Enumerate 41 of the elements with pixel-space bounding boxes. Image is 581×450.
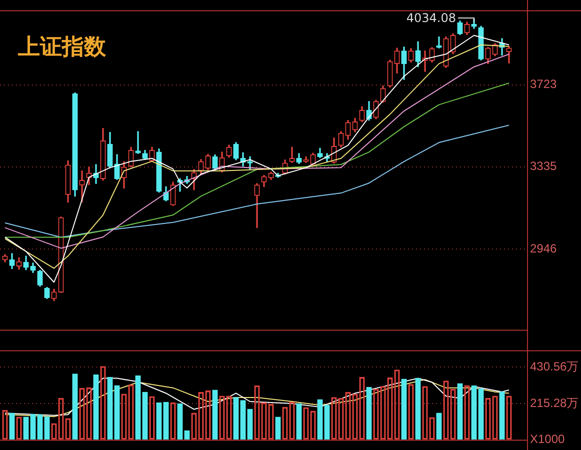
bar — [37, 414, 43, 440]
bar — [436, 412, 442, 440]
bar — [93, 374, 99, 440]
y-tick-label: 430.56万 — [530, 359, 579, 374]
bar — [247, 408, 253, 440]
bar — [296, 403, 302, 440]
bar — [415, 378, 421, 440]
bar — [23, 416, 29, 440]
bar — [471, 385, 477, 440]
y-tick-label: 3335 — [530, 159, 558, 174]
bar — [212, 390, 218, 440]
bar — [114, 385, 120, 440]
bar — [317, 399, 323, 440]
bar — [156, 402, 162, 440]
bar — [9, 412, 15, 440]
bar — [177, 403, 183, 440]
bar — [401, 378, 407, 440]
candlestick — [289, 146, 295, 163]
bar — [163, 402, 169, 440]
bar — [275, 416, 281, 440]
bar — [72, 374, 78, 440]
y-tick-label: 215.28万 — [530, 396, 579, 410]
y-tick-label: 2946 — [530, 241, 558, 256]
text: 上证指数 — [17, 34, 107, 60]
annotation: 4034.08 — [406, 11, 456, 26]
bar — [324, 404, 330, 440]
bar — [142, 392, 148, 440]
bar — [366, 386, 372, 440]
bar — [107, 377, 113, 440]
bar — [44, 416, 50, 440]
bar — [499, 392, 505, 440]
bar — [233, 397, 239, 440]
bar — [457, 383, 463, 440]
bar — [478, 388, 484, 440]
bar — [135, 375, 141, 440]
bar — [30, 414, 36, 440]
bar — [240, 400, 246, 440]
candlestick — [436, 36, 442, 48]
candlestick — [135, 131, 141, 154]
y-tick-label: X1000 — [530, 432, 566, 446]
y-tick-label: 3723 — [530, 77, 558, 92]
